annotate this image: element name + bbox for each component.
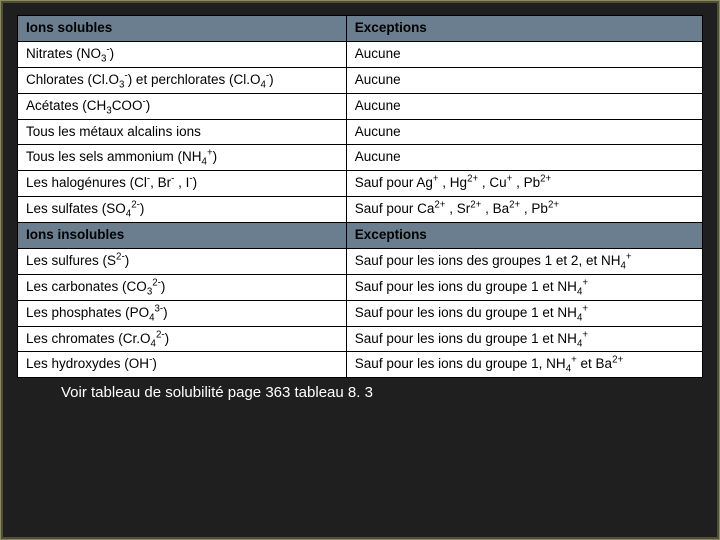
table-row: Tous les métaux alcalins ionsAucune bbox=[18, 119, 703, 145]
cell-ion: Les phosphates (PO43-) bbox=[18, 300, 347, 326]
cell-exception: Sauf pour les ions des groupes 1 et 2, e… bbox=[346, 248, 702, 274]
table-row: Acétates (CH3COO-)Aucune bbox=[18, 93, 703, 119]
cell-exception: Aucune bbox=[346, 67, 702, 93]
header-exceptions: Exceptions bbox=[346, 16, 702, 42]
cell-exception: Sauf pour les ions du groupe 1 et NH4+ bbox=[346, 326, 702, 352]
cell-exception: Aucune bbox=[346, 145, 702, 171]
cell-ion: Chlorates (Cl.O3-) et perchlorates (Cl.O… bbox=[18, 67, 347, 93]
cell-exception: Sauf pour les ions du groupe 1 et NH4+ bbox=[346, 274, 702, 300]
table-row: Tous les sels ammonium (NH4+)Aucune bbox=[18, 145, 703, 171]
table-header-row: Ions solubles Exceptions bbox=[18, 16, 703, 42]
cell-exception: Sauf pour Ag+ , Hg2+ , Cu+ , Pb2+ bbox=[346, 171, 702, 197]
cell-ion: Les hydroxydes (OH-) bbox=[18, 352, 347, 378]
table-row: Les phosphates (PO43-)Sauf pour les ions… bbox=[18, 300, 703, 326]
table-row: Nitrates (NO3-)Aucune bbox=[18, 41, 703, 67]
table-row: Les chromates (Cr.O42-)Sauf pour les ion… bbox=[18, 326, 703, 352]
subheader-ions-insolubles: Ions insolubles bbox=[18, 223, 347, 249]
cell-ion: Acétates (CH3COO-) bbox=[18, 93, 347, 119]
footer-note: Voir tableau de solubilité page 363 tabl… bbox=[17, 378, 703, 401]
cell-ion: Tous les métaux alcalins ions bbox=[18, 119, 347, 145]
table-row: Chlorates (Cl.O3-) et perchlorates (Cl.O… bbox=[18, 67, 703, 93]
table-row: Les sulfates (SO42-)Sauf pour Ca2+ , Sr2… bbox=[18, 197, 703, 223]
cell-exception: Aucune bbox=[346, 41, 702, 67]
table-row: Les sulfures (S2-)Sauf pour les ions des… bbox=[18, 248, 703, 274]
cell-ion: Les sulfates (SO42-) bbox=[18, 197, 347, 223]
table-row: Les carbonates (CO32-)Sauf pour les ions… bbox=[18, 274, 703, 300]
table-row: Les halogénures (Cl-, Br- , I-)Sauf pour… bbox=[18, 171, 703, 197]
cell-ion: Les chromates (Cr.O42-) bbox=[18, 326, 347, 352]
subheader-exceptions: Exceptions bbox=[346, 223, 702, 249]
header-ions-solubles: Ions solubles bbox=[18, 16, 347, 42]
cell-ion: Tous les sels ammonium (NH4+) bbox=[18, 145, 347, 171]
solubility-table: Ions solubles Exceptions Nitrates (NO3-)… bbox=[17, 15, 703, 378]
cell-ion: Nitrates (NO3-) bbox=[18, 41, 347, 67]
cell-exception: Sauf pour les ions du groupe 1 et NH4+ bbox=[346, 300, 702, 326]
cell-exception: Sauf pour Ca2+ , Sr2+ , Ba2+ , Pb2+ bbox=[346, 197, 702, 223]
cell-ion: Les carbonates (CO32-) bbox=[18, 274, 347, 300]
slide-frame: Ions solubles Exceptions Nitrates (NO3-)… bbox=[0, 0, 720, 540]
table-subheader-row: Ions insolubles Exceptions bbox=[18, 223, 703, 249]
cell-exception: Sauf pour les ions du groupe 1, NH4+ et … bbox=[346, 352, 702, 378]
cell-exception: Aucune bbox=[346, 93, 702, 119]
cell-ion: Les sulfures (S2-) bbox=[18, 248, 347, 274]
cell-exception: Aucune bbox=[346, 119, 702, 145]
table-row: Les hydroxydes (OH-)Sauf pour les ions d… bbox=[18, 352, 703, 378]
cell-ion: Les halogénures (Cl-, Br- , I-) bbox=[18, 171, 347, 197]
